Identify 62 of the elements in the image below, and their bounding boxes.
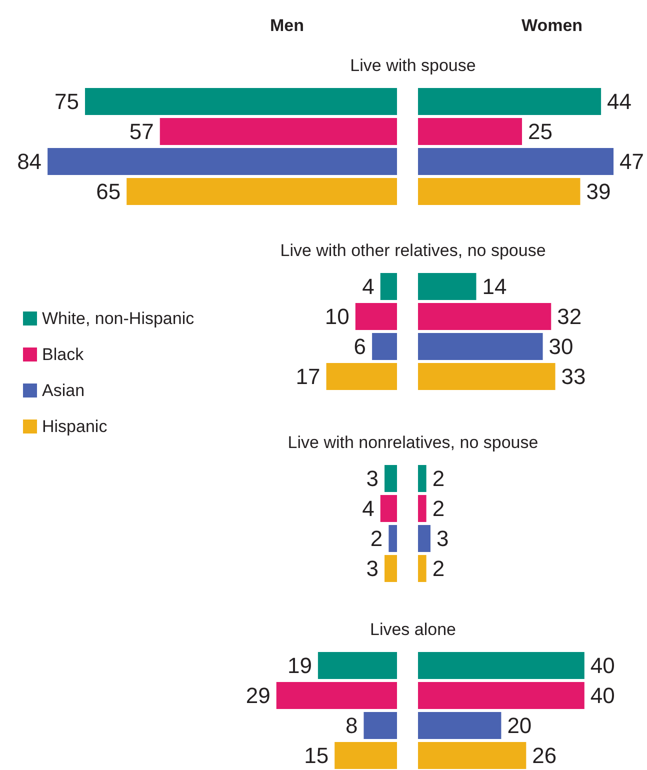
data-label: 10 bbox=[324, 304, 350, 330]
data-label: 6 bbox=[354, 334, 366, 359]
legend-label: Asian bbox=[42, 381, 85, 400]
data-label: 57 bbox=[129, 119, 154, 144]
data-label: 2 bbox=[432, 466, 445, 492]
data-label: 29 bbox=[246, 683, 270, 708]
bar bbox=[418, 88, 602, 116]
data-label: 40 bbox=[590, 683, 615, 708]
bar bbox=[160, 118, 397, 146]
data-label: 2 bbox=[432, 496, 445, 522]
data-label: 39 bbox=[586, 178, 611, 204]
data-label: 17 bbox=[296, 364, 320, 389]
data-label: 75 bbox=[54, 89, 79, 114]
data-label: 65 bbox=[96, 178, 121, 204]
bar bbox=[85, 88, 397, 116]
data-label: 2 bbox=[432, 556, 445, 581]
bar bbox=[372, 332, 397, 360]
bar bbox=[418, 362, 556, 390]
legend-label: White, non-Hispanic bbox=[42, 309, 195, 328]
data-label: 14 bbox=[482, 274, 507, 300]
bar bbox=[418, 332, 543, 360]
bar bbox=[334, 742, 397, 769]
chart-subtitle: Live with other relatives, no spouse bbox=[280, 241, 546, 260]
bar bbox=[418, 303, 552, 330]
data-label: 30 bbox=[548, 334, 574, 359]
bar bbox=[418, 148, 614, 175]
data-label: 32 bbox=[557, 304, 582, 330]
bar bbox=[126, 178, 397, 205]
bar bbox=[364, 712, 397, 739]
data-label: 84 bbox=[17, 148, 42, 174]
data-label: 3 bbox=[436, 526, 449, 551]
bar bbox=[276, 682, 397, 710]
data-label: 19 bbox=[287, 653, 312, 678]
chart-subtitle: Live with spouse bbox=[350, 56, 476, 75]
data-label: 25 bbox=[528, 119, 552, 144]
bar bbox=[418, 178, 580, 205]
data-label: 4 bbox=[362, 274, 374, 300]
data-label: 40 bbox=[590, 653, 615, 678]
data-label: 8 bbox=[345, 712, 358, 738]
data-label: 33 bbox=[561, 364, 586, 389]
data-label: 20 bbox=[507, 712, 532, 738]
bar bbox=[380, 273, 397, 300]
legend-label: Hispanic bbox=[42, 417, 108, 436]
bar bbox=[418, 118, 522, 146]
data-label: 44 bbox=[607, 89, 632, 114]
chart-subtitle: Lives alone bbox=[370, 620, 456, 639]
data-label: 4 bbox=[362, 496, 374, 522]
data-label: 26 bbox=[532, 742, 557, 768]
legend-label: Black bbox=[42, 345, 84, 364]
data-label: 3 bbox=[366, 556, 379, 581]
data-label: 3 bbox=[366, 466, 379, 492]
chart-subtitle: Live with nonrelatives, no spouse bbox=[288, 433, 538, 452]
bar bbox=[355, 303, 397, 330]
data-label: 2 bbox=[370, 526, 383, 551]
data-label: 15 bbox=[304, 742, 329, 768]
bar bbox=[418, 273, 476, 300]
bar bbox=[318, 652, 397, 680]
bar bbox=[48, 148, 397, 175]
data-label: 47 bbox=[620, 148, 644, 174]
bar bbox=[326, 362, 397, 390]
chart-title: Men bbox=[270, 16, 304, 35]
chart-title: Women bbox=[521, 16, 583, 35]
